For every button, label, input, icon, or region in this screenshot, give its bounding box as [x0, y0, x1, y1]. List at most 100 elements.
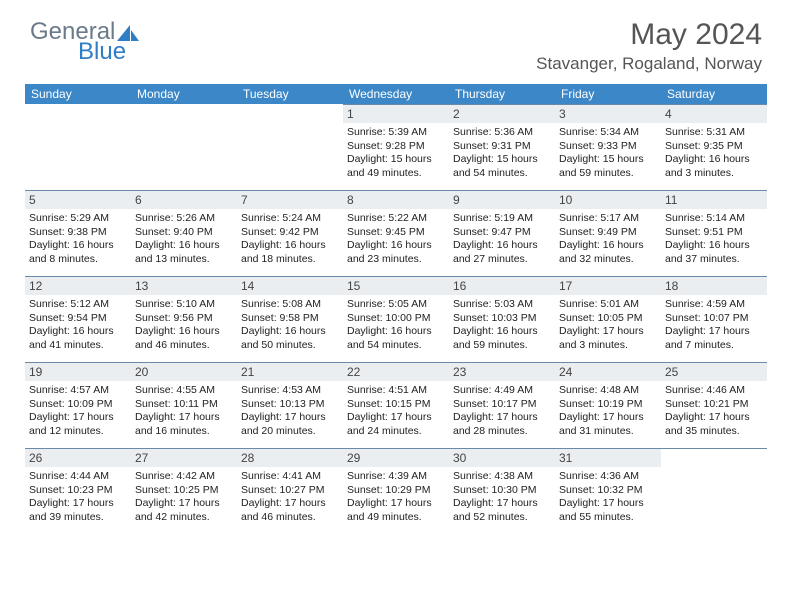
day-info: Sunrise: 4:42 AMSunset: 10:25 PMDaylight…: [131, 467, 237, 525]
sunset-text: Sunset: 9:54 PM: [29, 312, 127, 326]
daylight-text: Daylight: 15 hours and 54 minutes.: [453, 153, 551, 180]
sunset-text: Sunset: 10:30 PM: [453, 484, 551, 498]
day-number: 22: [343, 362, 449, 381]
sunset-text: Sunset: 10:17 PM: [453, 398, 551, 412]
sunrise-text: Sunrise: 5:34 AM: [559, 126, 657, 140]
sunset-text: Sunset: 10:00 PM: [347, 312, 445, 326]
day-cell: 28Sunrise: 4:41 AMSunset: 10:27 PMDaylig…: [237, 448, 343, 534]
day-header-cell: Tuesday: [237, 84, 343, 104]
sunset-text: Sunset: 10:32 PM: [559, 484, 657, 498]
sunset-text: Sunset: 10:15 PM: [347, 398, 445, 412]
sunset-text: Sunset: 9:28 PM: [347, 140, 445, 154]
sunset-text: Sunset: 9:42 PM: [241, 226, 339, 240]
day-cell: 31Sunrise: 4:36 AMSunset: 10:32 PMDaylig…: [555, 448, 661, 534]
day-number: 21: [237, 362, 343, 381]
day-number: 29: [343, 448, 449, 467]
month-title: May 2024: [536, 18, 762, 52]
sunrise-text: Sunrise: 5:14 AM: [665, 212, 763, 226]
sunset-text: Sunset: 9:49 PM: [559, 226, 657, 240]
day-cell: 17Sunrise: 5:01 AMSunset: 10:05 PMDaylig…: [555, 276, 661, 362]
daylight-text: Daylight: 17 hours and 31 minutes.: [559, 411, 657, 438]
day-cell: 10Sunrise: 5:17 AMSunset: 9:49 PMDayligh…: [555, 190, 661, 276]
daylight-text: Daylight: 17 hours and 20 minutes.: [241, 411, 339, 438]
day-info: Sunrise: 5:03 AMSunset: 10:03 PMDaylight…: [449, 295, 555, 353]
empty-day: [25, 104, 131, 122]
sunset-text: Sunset: 9:35 PM: [665, 140, 763, 154]
day-number: 1: [343, 104, 449, 123]
day-cell: 1Sunrise: 5:39 AMSunset: 9:28 PMDaylight…: [343, 104, 449, 190]
day-number: 30: [449, 448, 555, 467]
daylight-text: Daylight: 16 hours and 59 minutes.: [453, 325, 551, 352]
daylight-text: Daylight: 17 hours and 24 minutes.: [347, 411, 445, 438]
sunset-text: Sunset: 9:38 PM: [29, 226, 127, 240]
day-cell: 22Sunrise: 4:51 AMSunset: 10:15 PMDaylig…: [343, 362, 449, 448]
day-cell: [661, 448, 767, 534]
day-cell: 12Sunrise: 5:12 AMSunset: 9:54 PMDayligh…: [25, 276, 131, 362]
day-info: Sunrise: 4:53 AMSunset: 10:13 PMDaylight…: [237, 381, 343, 439]
sunrise-text: Sunrise: 4:39 AM: [347, 470, 445, 484]
daylight-text: Daylight: 16 hours and 50 minutes.: [241, 325, 339, 352]
header: GeneralBlue May 2024 Stavanger, Rogaland…: [0, 0, 792, 78]
day-info: Sunrise: 4:44 AMSunset: 10:23 PMDaylight…: [25, 467, 131, 525]
daylight-text: Daylight: 15 hours and 49 minutes.: [347, 153, 445, 180]
day-info: Sunrise: 4:59 AMSunset: 10:07 PMDaylight…: [661, 295, 767, 353]
day-info: Sunrise: 4:49 AMSunset: 10:17 PMDaylight…: [449, 381, 555, 439]
day-info: Sunrise: 5:34 AMSunset: 9:33 PMDaylight:…: [555, 123, 661, 181]
day-cell: 24Sunrise: 4:48 AMSunset: 10:19 PMDaylig…: [555, 362, 661, 448]
sunrise-text: Sunrise: 4:53 AM: [241, 384, 339, 398]
daylight-text: Daylight: 16 hours and 41 minutes.: [29, 325, 127, 352]
day-cell: 2Sunrise: 5:36 AMSunset: 9:31 PMDaylight…: [449, 104, 555, 190]
sunrise-text: Sunrise: 4:48 AM: [559, 384, 657, 398]
sunrise-text: Sunrise: 5:05 AM: [347, 298, 445, 312]
day-number: 3: [555, 104, 661, 123]
day-cell: 19Sunrise: 4:57 AMSunset: 10:09 PMDaylig…: [25, 362, 131, 448]
daylight-text: Daylight: 17 hours and 16 minutes.: [135, 411, 233, 438]
week-row: 5Sunrise: 5:29 AMSunset: 9:38 PMDaylight…: [25, 190, 767, 276]
day-info: Sunrise: 5:17 AMSunset: 9:49 PMDaylight:…: [555, 209, 661, 267]
day-header-cell: Sunday: [25, 84, 131, 104]
sunset-text: Sunset: 10:03 PM: [453, 312, 551, 326]
day-cell: 15Sunrise: 5:05 AMSunset: 10:00 PMDaylig…: [343, 276, 449, 362]
day-header-cell: Thursday: [449, 84, 555, 104]
sunrise-text: Sunrise: 4:51 AM: [347, 384, 445, 398]
sunrise-text: Sunrise: 5:36 AM: [453, 126, 551, 140]
daylight-text: Daylight: 17 hours and 28 minutes.: [453, 411, 551, 438]
sunrise-text: Sunrise: 4:42 AM: [135, 470, 233, 484]
day-number: 7: [237, 190, 343, 209]
day-info: Sunrise: 5:05 AMSunset: 10:00 PMDaylight…: [343, 295, 449, 353]
day-info: Sunrise: 4:51 AMSunset: 10:15 PMDaylight…: [343, 381, 449, 439]
sunrise-text: Sunrise: 4:46 AM: [665, 384, 763, 398]
week-row: 1Sunrise: 5:39 AMSunset: 9:28 PMDaylight…: [25, 104, 767, 190]
day-info: Sunrise: 5:29 AMSunset: 9:38 PMDaylight:…: [25, 209, 131, 267]
day-number: 25: [661, 362, 767, 381]
sunset-text: Sunset: 10:21 PM: [665, 398, 763, 412]
sunrise-text: Sunrise: 4:44 AM: [29, 470, 127, 484]
day-cell: 5Sunrise: 5:29 AMSunset: 9:38 PMDaylight…: [25, 190, 131, 276]
day-number: 15: [343, 276, 449, 295]
week-row: 12Sunrise: 5:12 AMSunset: 9:54 PMDayligh…: [25, 276, 767, 362]
sunset-text: Sunset: 9:40 PM: [135, 226, 233, 240]
day-number: 28: [237, 448, 343, 467]
day-number: 5: [25, 190, 131, 209]
day-number: 9: [449, 190, 555, 209]
day-info: Sunrise: 5:19 AMSunset: 9:47 PMDaylight:…: [449, 209, 555, 267]
sunrise-text: Sunrise: 4:38 AM: [453, 470, 551, 484]
day-cell: 29Sunrise: 4:39 AMSunset: 10:29 PMDaylig…: [343, 448, 449, 534]
sunset-text: Sunset: 10:11 PM: [135, 398, 233, 412]
location: Stavanger, Rogaland, Norway: [536, 54, 762, 74]
sunset-text: Sunset: 10:25 PM: [135, 484, 233, 498]
day-info: Sunrise: 4:55 AMSunset: 10:11 PMDaylight…: [131, 381, 237, 439]
day-number: 10: [555, 190, 661, 209]
day-cell: 9Sunrise: 5:19 AMSunset: 9:47 PMDaylight…: [449, 190, 555, 276]
sunrise-text: Sunrise: 5:19 AM: [453, 212, 551, 226]
day-number: 19: [25, 362, 131, 381]
empty-day: [661, 448, 767, 466]
day-info: Sunrise: 5:01 AMSunset: 10:05 PMDaylight…: [555, 295, 661, 353]
sunrise-text: Sunrise: 5:17 AM: [559, 212, 657, 226]
day-info: Sunrise: 4:38 AMSunset: 10:30 PMDaylight…: [449, 467, 555, 525]
day-number: 24: [555, 362, 661, 381]
daylight-text: Daylight: 16 hours and 46 minutes.: [135, 325, 233, 352]
sunset-text: Sunset: 10:29 PM: [347, 484, 445, 498]
sunset-text: Sunset: 9:47 PM: [453, 226, 551, 240]
day-number: 16: [449, 276, 555, 295]
